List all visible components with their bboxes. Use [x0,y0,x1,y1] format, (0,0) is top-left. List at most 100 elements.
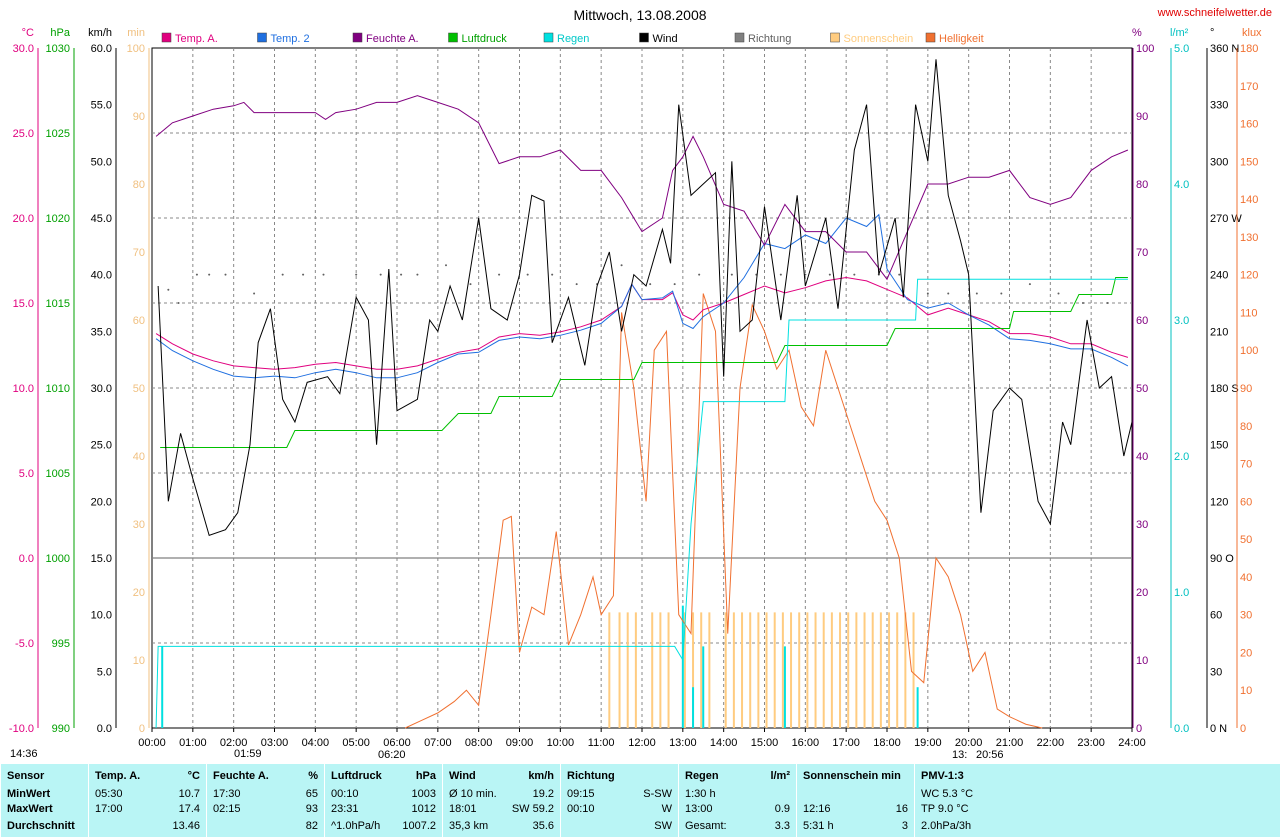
axis-tick: -10.0 [9,723,34,735]
axis-tick: 240 [1210,270,1228,282]
direction-point [698,273,701,276]
axis-tick: 40.0 [91,270,112,282]
summary-cell: Durchschnitt [7,820,75,832]
summary-cell: 35,3 km [449,820,489,832]
axis-unit: % [1132,27,1142,39]
event-moonset: 01:59 [234,748,262,760]
time-label: 05:00 [342,737,370,749]
axis-tick: 40 [133,451,145,463]
axis-unit: klux [1242,27,1262,39]
direction-point [1106,302,1109,304]
direction-point [779,273,782,276]
axis-unit: hPa [50,27,70,39]
direction-point [526,273,529,276]
axis-tick: 30.0 [91,383,112,395]
time-label: 22:00 [1037,737,1065,749]
summary-row: MinWert [7,788,82,803]
time-label: 11:00 [588,737,615,749]
axis-tick: 0 [1136,723,1142,735]
series-temp-a- [155,276,1129,370]
summary-cell: 0.9 [774,803,790,815]
summary-row: WC 5.3 °C [921,788,1274,803]
axis-tick: 170 [1240,81,1258,93]
axis-tick: 0 [139,723,145,735]
legend-label: Feuchte A. [366,33,419,45]
direction-point [853,273,856,276]
axis-tick: 45.0 [91,213,112,225]
summary-cell: 12:16 [803,803,831,815]
direction-point [195,273,198,276]
axis-tick: 270 W [1210,213,1242,225]
direction-point [1057,292,1060,295]
axis-unit: min [127,27,145,39]
summary-cell: 17.4 [178,803,200,815]
summary-cell: 35.6 [532,820,554,832]
summary-cell: 2.0hPa/3h [921,820,972,832]
axis-tick: 60 [1136,315,1148,327]
axis-tick: 120 [1240,270,1258,282]
site-link[interactable]: www.schneifelwetter.de [1157,7,1272,19]
summary-row: 13.46 [95,820,200,835]
summary-row: 82 [213,820,318,835]
direction-point [445,264,447,267]
direction-point [575,283,578,286]
legend-label: Helligkeit [939,33,984,45]
axis-tick: 1015 [46,298,70,310]
axis-tick: 3.0 [1174,315,1189,327]
axis-tick: 10 [1136,655,1148,667]
direction-point [224,273,227,276]
legend-label: Richtung [748,33,791,45]
legend-label: Temp. A. [175,33,218,45]
time-label: 14:00 [710,737,738,749]
axis-tick: 25.0 [91,440,112,452]
summary-row: 09:15 S-SW [567,788,672,803]
summary-row: 23:31 1012 [331,803,436,818]
axis-tick: 90 [1136,111,1148,123]
axis-tick: 4.0 [1174,179,1189,191]
direction-point [400,273,403,276]
axis-tick: 10 [1240,685,1252,697]
summary-cell: 3.3 [774,820,790,832]
summary-cell: 65 [305,788,318,800]
summary-column: Luftdruck hPa 00:10 1003 23:31 1012 ^1.0hPa/h 1… [324,764,442,837]
axis-tick: 30 [133,519,145,531]
direction-point [620,264,623,267]
summary-row: 00:10 W [567,803,672,818]
summary-cell: 16 [895,803,908,815]
summary-cell: MinWert [7,788,51,800]
summary-cell: SW 59.2 [511,803,554,815]
legend-swatch [925,32,936,43]
axis-tick: 1020 [46,213,70,225]
axis-tick: 30 [1136,519,1148,531]
legend-label: Sonnenschein [844,33,914,45]
axis-tick: 160 [1240,119,1258,131]
summary-cell: 1007.2 [402,820,436,832]
time-label: 00:00 [138,737,166,749]
axis-tick: 30 [1240,610,1252,622]
axis-tick: 50 [1136,383,1148,395]
summary-row: 00:10 1003 [331,788,436,803]
direction-point [1028,283,1031,286]
event-start: 14:36 [10,748,38,760]
direction-point [355,273,358,276]
direction-point [281,273,284,276]
axis-tick: 0 N [1210,723,1227,735]
summary-row: Gesamt: 3.3 [685,820,790,835]
summary-cell: 00:10 [567,803,595,815]
summary-row: 5:31 h 3 [803,820,908,835]
axis-tick: 1005 [46,468,70,480]
axis-unit: km/h [88,27,112,39]
time-label: 24:00 [1118,737,1146,749]
series-luftdruck [160,277,1128,448]
axis-tick: 150 [1210,440,1228,452]
summary-header: PMV-1:3 [921,770,964,782]
legend-swatch [543,32,554,43]
axis-tick: 40 [1240,572,1252,584]
summary-header: Temp. A. °C [95,770,200,782]
time-label: 02:00 [220,737,248,749]
axis-tick: 210 [1210,326,1228,338]
summary-row: 12:16 16 [803,803,908,818]
axis-tick: 90 O [1210,553,1234,565]
legend-label: Luftdruck [462,33,508,45]
axis-tick: 60 [133,315,145,327]
